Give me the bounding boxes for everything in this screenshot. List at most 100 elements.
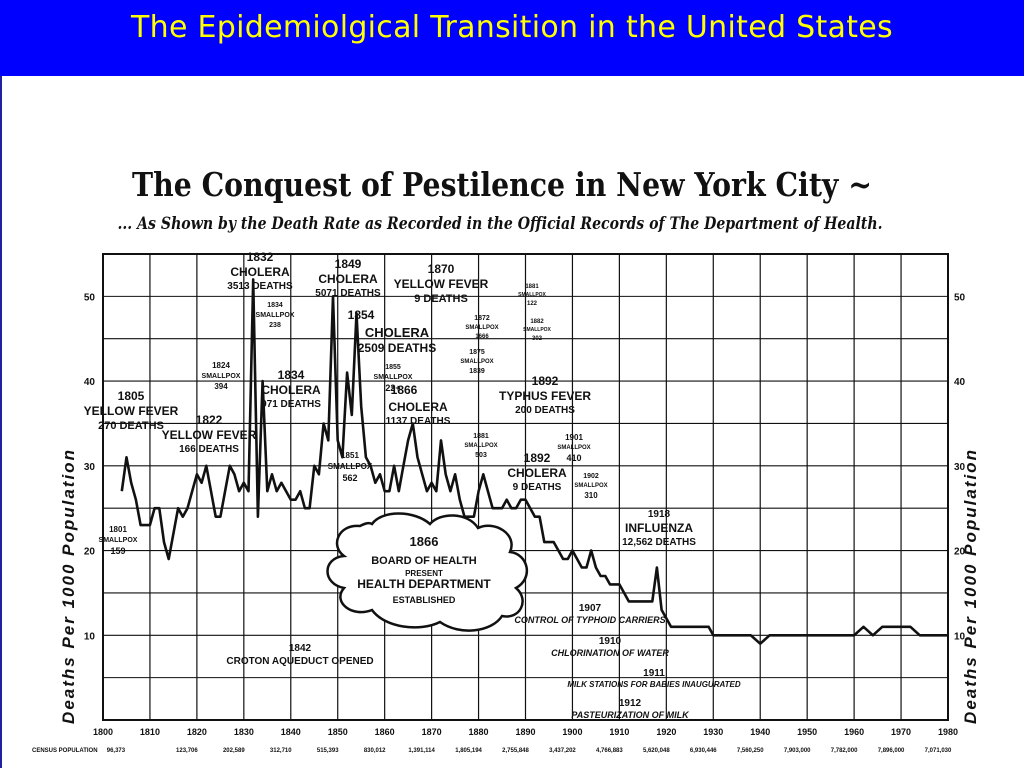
chart-grid [102,253,949,721]
y-tick-left-40: 40 [84,377,96,388]
census-value-4: 515,393 [317,748,339,754]
annotation-27-line-1: CONTROL OF TYPHOID CARRIERS [514,615,665,625]
census-value-13: 7,560,250 [737,748,764,754]
census-value-9: 3,437,202 [549,748,576,754]
annotation-17: 1881 SMALLPOX 122 [518,284,546,307]
annotation-15-line-0: 1872 [474,315,490,322]
annotation-17-line-2: 122 [527,301,538,307]
annotation-16-line-1: SMALLPOX [460,359,493,365]
x-tick-label-1870: 1870 [422,727,442,737]
annotation-24-line-2: 12,562 DEATHS [622,537,696,548]
annotation-14-line-1: 1137 DEATHS [386,416,451,427]
annotation-27-line-0: 1907 [579,603,602,614]
annotation-13: 1866 [391,383,418,397]
annotation-29-line-0: 1911 [643,668,665,679]
census-value-16: 7,896,000 [878,748,905,754]
annotation-29-line-1: MILK STATIONS FOR BABIES INAUGURATED [567,680,741,689]
annotation-7-line-2: 5071 DEATHS [315,288,381,299]
annotation-9-line-0: 1851 [341,451,359,460]
annotation-3-line-1: CHOLERA [230,265,290,279]
x-tick-label-1960: 1960 [844,727,864,737]
annotation-10-line-2: 9 DEATHS [414,293,468,305]
annotation-20-line-1: SMALLPOX [464,443,497,449]
annotation-5-line-2: 971 DEATHS [261,399,321,410]
annotation-7-line-1: CHOLERA [318,272,378,286]
annotation-18-line-2: 302 [532,336,543,342]
annotation-0-line-2: 270 DEATHS [98,420,164,432]
annotation-25-line-2: PRESENT [405,569,443,578]
x-tick-label-1940: 1940 [750,727,770,737]
annotation-14-line-0: CHOLERA [388,400,448,414]
title-banner: The Epidemiolgical Transition in the Uni… [0,0,1024,76]
annotation-17-line-0: 1881 [525,284,539,290]
annotation-2-line-1: SMALLPOX [202,373,241,380]
annotation-18: 1882 SMALLPOX 302 [523,319,551,342]
annotation-23-line-2: 310 [584,491,598,500]
annotation-21-line-0: 1892 [524,451,551,465]
census-value-1: 123,706 [176,748,198,754]
annotation-13-line-0: 1866 [391,383,418,397]
y-tick-left-50: 50 [84,292,96,303]
slide-title: The Epidemiolgical Transition in the Uni… [131,10,893,45]
annotation-5-line-1: CHOLERA [261,383,321,397]
annotation-30-line-0: 1912 [619,698,642,709]
x-tick-label-1800: 1800 [93,727,113,737]
annotation-10-line-0: 1870 [428,262,455,276]
annotation-0-line-0: 1805 [118,389,145,403]
annotation-7-line-0: 1849 [335,257,362,271]
annotation-15: 1872 SMALLPOX 1666 [465,315,498,340]
annotation-2: 1824 SMALLPOX 394 [202,361,241,391]
annotation-26-line-1: CROTON AQUEDUCT OPENED [226,656,373,667]
chart-title: The Conquest of Pestilence in New York C… [132,165,872,204]
census-row: CENSUS POPULATION 96,373 123,706 202,589 312… [32,748,952,754]
annotation-14: CHOLERA 1137 DEATHS [386,400,451,427]
y-tick-right-10: 10 [954,631,966,642]
slide-border [0,76,2,768]
annotation-0-line-1: YELLOW FEVER [84,404,179,418]
annotation-2-line-0: 1824 [212,361,230,370]
y-tick-right-40: 40 [954,377,966,388]
annotation-24-line-1: INFLUENZA [625,521,693,535]
x-tick-label-1820: 1820 [187,727,207,737]
annotation-30-line-1: PASTEURIZATION OF MILK [571,710,690,720]
x-tick-label-1910: 1910 [609,727,629,737]
census-value-3: 312,710 [270,748,292,754]
census-value-2: 202,589 [223,748,245,754]
annotation-4-line-2: 238 [269,322,281,329]
annotation-22-line-1: SMALLPOX [557,445,590,451]
annotation-15-line-1: SMALLPOX [465,325,498,331]
annotation-23-line-0: 1902 [583,473,599,480]
census-value-6: 1,391,114 [408,748,435,754]
annotation-4-line-0: 1834 [267,302,283,309]
death-rate-chart: The Conquest of Pestilence in New York C… [32,165,980,754]
annotation-16-line-0: 1875 [469,349,485,356]
census-value-14: 7,903,000 [784,748,811,754]
x-tick-label-1850: 1850 [328,727,348,737]
annotation-16: 1875 SMALLPOX 1839 [460,349,493,375]
annotation-21-line-1: CHOLERA [507,466,567,480]
annotation-1-line-1: YELLOW FEVER [162,428,257,442]
x-tick-label-1980: 1980 [938,727,958,737]
annotation-19-line-0: 1892 [532,374,559,388]
axis-ticks: 1800 1810 1820 1830 1840 1850 1860 1870 1880 1890… [84,292,966,737]
annotation-4: 1834 SMALLPOX 238 [256,302,295,329]
annotation-25-line-1: BOARD OF HEALTH [371,555,477,567]
annotation-17-line-1: SMALLPOX [518,292,546,298]
annotation-10-line-1: YELLOW FEVER [394,277,489,291]
annotation-8: 1854 [348,308,375,322]
annotation-18-line-1: SMALLPOX [523,327,551,333]
annotation-6-line-2: 159 [110,546,125,556]
annotation-28-line-1: CHLORINATION OF WATER [551,648,669,658]
x-tick-label-1840: 1840 [281,727,301,737]
y-tick-left-20: 20 [84,547,96,558]
board-of-health-cloud [326,512,529,632]
